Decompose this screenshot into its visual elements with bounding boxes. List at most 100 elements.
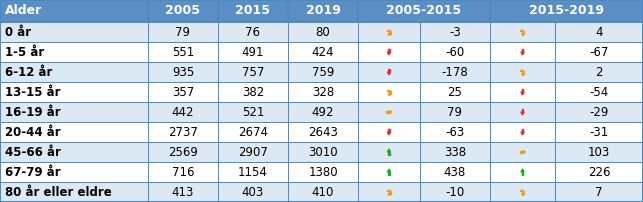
Bar (288, 82, 358, 102)
Bar (0, 22, 148, 42)
Text: -31: -31 (590, 125, 609, 139)
Text: 2019: 2019 (305, 4, 340, 18)
Text: 16-19 år: 16-19 år (5, 105, 60, 119)
Bar (420, 142, 490, 162)
Text: 935: 935 (172, 65, 194, 79)
Text: 442: 442 (172, 105, 194, 119)
Bar (148, 62, 218, 82)
Bar (490, 82, 555, 102)
Bar (218, 162, 288, 182)
Bar (521, 129, 523, 132)
Text: 491: 491 (242, 45, 264, 59)
Polygon shape (521, 92, 524, 95)
Text: 1154: 1154 (238, 165, 268, 179)
Bar (420, 42, 490, 62)
Bar (288, 42, 358, 62)
Bar (0, 142, 148, 162)
Bar (490, 22, 555, 42)
Text: 79: 79 (176, 25, 190, 39)
Text: -54: -54 (590, 85, 609, 99)
Bar (523, 31, 524, 34)
Bar (0, 0, 148, 22)
Text: 2674: 2674 (238, 125, 268, 139)
Bar (358, 162, 420, 182)
Text: 3010: 3010 (308, 145, 338, 159)
Bar (520, 30, 523, 32)
Bar (490, 102, 555, 122)
Bar (521, 49, 523, 52)
Bar (388, 69, 390, 72)
Text: 757: 757 (242, 65, 264, 79)
Bar (490, 142, 555, 162)
Bar (555, 182, 643, 202)
Text: 45-66 år: 45-66 år (5, 145, 61, 159)
Text: 1380: 1380 (308, 165, 338, 179)
Bar (148, 142, 218, 162)
Bar (386, 111, 390, 113)
Bar (218, 82, 288, 102)
Bar (420, 82, 490, 102)
Text: 492: 492 (312, 105, 334, 119)
Bar (358, 22, 420, 42)
Polygon shape (521, 34, 524, 36)
Bar (521, 89, 523, 92)
Bar (390, 191, 391, 194)
Text: 357: 357 (172, 85, 194, 99)
Bar (520, 190, 523, 191)
Text: -60: -60 (446, 45, 465, 59)
Bar (523, 71, 524, 74)
Polygon shape (521, 74, 524, 76)
Bar (420, 62, 490, 82)
Text: Alder: Alder (5, 4, 42, 18)
Text: 2015-2019: 2015-2019 (529, 4, 604, 18)
Bar (387, 190, 390, 191)
Bar (387, 30, 390, 32)
Polygon shape (387, 72, 391, 75)
Bar (0, 62, 148, 82)
Text: 80: 80 (316, 25, 331, 39)
Bar (555, 22, 643, 42)
Bar (358, 142, 420, 162)
Polygon shape (387, 52, 391, 55)
Bar (521, 109, 523, 112)
Bar (148, 102, 218, 122)
Bar (490, 62, 555, 82)
Text: -63: -63 (446, 125, 465, 139)
Bar (0, 42, 148, 62)
Bar (218, 62, 288, 82)
Polygon shape (388, 34, 391, 36)
Bar (520, 70, 523, 72)
Polygon shape (390, 110, 392, 114)
Polygon shape (521, 194, 524, 196)
Bar (288, 182, 358, 202)
Polygon shape (523, 150, 525, 154)
Polygon shape (388, 194, 391, 196)
Bar (555, 42, 643, 62)
Bar (0, 82, 148, 102)
Bar (288, 142, 358, 162)
Text: 13-15 år: 13-15 år (5, 85, 60, 99)
Bar (358, 42, 420, 62)
Text: 6-12 år: 6-12 år (5, 65, 52, 79)
Bar (288, 62, 358, 82)
Bar (555, 122, 643, 142)
Bar (388, 49, 390, 52)
Text: 2643: 2643 (308, 125, 338, 139)
Text: 20-44 år: 20-44 år (5, 125, 60, 139)
Text: 2005-2015: 2005-2015 (386, 4, 462, 18)
Bar (521, 172, 523, 175)
Bar (420, 182, 490, 202)
Text: 0 år: 0 år (5, 25, 31, 39)
Bar (288, 0, 358, 22)
Text: 438: 438 (444, 165, 466, 179)
Bar (358, 182, 420, 202)
Bar (490, 122, 555, 142)
Bar (420, 122, 490, 142)
Text: 2737: 2737 (168, 125, 198, 139)
Polygon shape (387, 149, 391, 152)
Text: 80 år eller eldre: 80 år eller eldre (5, 185, 112, 199)
Polygon shape (521, 169, 524, 172)
Text: 410: 410 (312, 185, 334, 199)
Bar (218, 102, 288, 122)
Text: 103: 103 (588, 145, 610, 159)
